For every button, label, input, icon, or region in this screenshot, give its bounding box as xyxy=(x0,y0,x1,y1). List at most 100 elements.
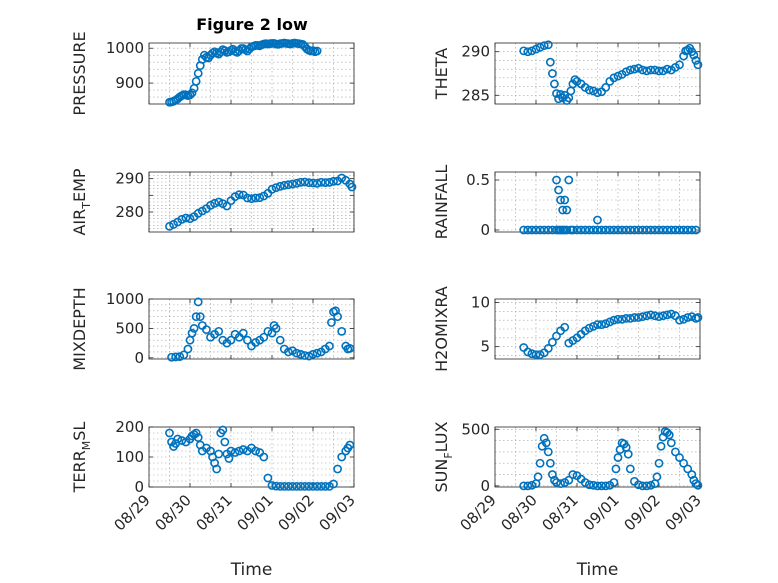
data-point xyxy=(234,190,244,200)
x-tick-label: 08/31 xyxy=(193,491,236,534)
data-point xyxy=(630,313,639,322)
data-point xyxy=(263,326,273,336)
data-point xyxy=(601,481,611,491)
data-point xyxy=(562,225,572,235)
x-tick-label: 08/29 xyxy=(457,491,500,534)
data-point xyxy=(230,192,240,202)
data-point xyxy=(347,182,357,192)
data-point xyxy=(535,350,545,359)
data-point xyxy=(238,445,248,454)
data-point xyxy=(271,183,281,193)
data-point xyxy=(548,69,557,78)
data-point xyxy=(230,448,240,457)
data-point xyxy=(654,312,664,322)
data-point xyxy=(333,312,342,322)
x-tick-label: 08/30 xyxy=(152,491,195,534)
y-axis-label: TERRMSL xyxy=(70,422,93,494)
data-point xyxy=(279,180,289,190)
axes-box xyxy=(494,298,701,360)
x-tick-label: 08/30 xyxy=(498,491,541,534)
data-point xyxy=(218,425,228,435)
data-point xyxy=(183,344,193,354)
data-point xyxy=(683,45,693,55)
data-point xyxy=(679,314,688,324)
data-point xyxy=(288,481,297,491)
data-point xyxy=(210,198,219,208)
data-point xyxy=(570,75,580,84)
data-point xyxy=(308,481,318,491)
data-point xyxy=(523,481,533,491)
y-tick-label: 500 xyxy=(115,319,144,337)
data-point xyxy=(216,47,226,57)
data-point xyxy=(675,60,684,70)
data-point xyxy=(329,176,338,186)
data-point xyxy=(593,481,602,491)
data-point xyxy=(296,177,306,187)
data-point xyxy=(527,349,537,359)
data-point xyxy=(638,65,647,75)
data-point xyxy=(564,175,574,185)
data-point xyxy=(666,438,676,448)
data-point xyxy=(543,225,553,235)
data-point xyxy=(597,320,606,329)
data-point xyxy=(193,297,203,307)
data-point xyxy=(191,312,201,322)
data-point xyxy=(523,47,533,57)
data-point xyxy=(523,347,533,357)
data-point xyxy=(543,40,553,50)
data-point xyxy=(691,56,701,65)
data-point xyxy=(535,458,545,468)
data-point xyxy=(556,479,565,489)
y-axis-label: H2OMIXRA xyxy=(432,286,451,372)
data-point xyxy=(337,326,347,336)
data-point xyxy=(601,83,611,92)
data-point xyxy=(271,324,281,333)
data-point xyxy=(693,60,703,70)
y-tick-label: 0 xyxy=(480,477,490,495)
data-point xyxy=(642,66,652,76)
y-tick-label: 5 xyxy=(480,338,490,356)
data-point xyxy=(662,428,672,438)
data-point xyxy=(312,348,322,358)
series-sun_flux xyxy=(519,427,703,491)
data-point xyxy=(312,46,322,56)
data-point xyxy=(671,225,680,235)
x-tick-label: 09/02 xyxy=(275,491,318,534)
data-point xyxy=(662,225,672,235)
data-point xyxy=(650,65,660,75)
data-point xyxy=(617,225,627,235)
data-point xyxy=(552,89,561,98)
data-point xyxy=(584,480,594,490)
data-point xyxy=(324,341,334,351)
data-point xyxy=(519,225,529,235)
data-point xyxy=(564,475,574,485)
data-point xyxy=(193,433,203,442)
data-point xyxy=(683,464,693,474)
data-point xyxy=(543,344,553,353)
data-point xyxy=(255,193,265,203)
data-point xyxy=(609,225,619,235)
panel-mixdepth: 0 500 1000 MIXDEPTH xyxy=(70,287,355,371)
data-point xyxy=(267,481,277,490)
data-point xyxy=(566,86,576,96)
data-point xyxy=(185,90,195,100)
data-point xyxy=(234,446,244,456)
data-point xyxy=(548,337,557,347)
data-point xyxy=(535,225,545,235)
data-point xyxy=(693,480,703,490)
data-point xyxy=(541,438,551,448)
data-point xyxy=(675,315,684,325)
y-tick-label: 290 xyxy=(461,43,490,61)
panel-air_temp: 280 290 AIRTEMP xyxy=(70,168,357,236)
y-tick-label: 900 xyxy=(115,74,144,92)
data-point xyxy=(531,44,541,54)
data-point xyxy=(562,205,572,215)
data-point xyxy=(552,331,561,341)
data-point xyxy=(646,225,656,235)
data-point xyxy=(197,321,207,330)
data-point xyxy=(593,88,602,98)
data-point xyxy=(642,311,652,321)
data-point xyxy=(283,481,293,491)
data-point xyxy=(165,428,174,438)
x-tick-label: 08/29 xyxy=(111,491,154,534)
